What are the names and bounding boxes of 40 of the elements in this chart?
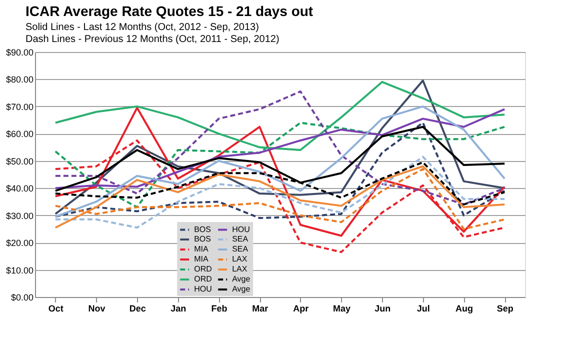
legend-label: MIA <box>194 244 209 254</box>
legend-label: ORD <box>194 274 212 284</box>
y-tick-label: $80.00 <box>6 74 34 85</box>
x-tick-label: Nov <box>88 304 106 314</box>
y-tick-label: $70.00 <box>6 102 34 112</box>
x-tick-label: Jul <box>416 304 430 314</box>
legend-label: Avge <box>232 274 251 284</box>
x-tick-label: Sep <box>496 304 514 314</box>
legend-label: SEA <box>232 234 249 244</box>
y-tick-label: $90.00 <box>6 48 34 58</box>
legend-label: Avge <box>232 284 251 294</box>
x-tick-label: Oct <box>48 304 64 314</box>
x-tick-label: Apr <box>293 304 310 314</box>
y-tick-label: $10.00 <box>6 265 34 276</box>
x-tick-label: Jun <box>374 304 391 314</box>
legend-label: HOU <box>232 224 250 234</box>
line-series <box>54 108 506 190</box>
chart-title: ICAR Average Rate Quotes 15 - 21 days out <box>25 3 314 19</box>
legend-label: HOU <box>194 284 212 294</box>
legend-label: SEA <box>232 244 249 254</box>
chart-subtitle: Solid Lines - Last 12 Months (Oct, 2012 - Sep, 2013) Dash Lines - Previous 12 Months (Oct, 2011 - Sep, 2012) <box>25 22 280 45</box>
x-tick-label: Dec <box>129 304 146 314</box>
x-tick-label: Feb <box>211 304 228 314</box>
y-tick-label: $30.00 <box>6 210 34 221</box>
legend-label: LAX <box>232 264 248 274</box>
line-series <box>54 80 506 151</box>
y-tick-label: $50.00 <box>6 156 34 166</box>
legend-label: BOS <box>194 224 212 234</box>
y-tick-label: $0.00 <box>10 292 34 302</box>
x-tick-label: Mar <box>252 304 269 314</box>
legend-label: MIA <box>194 254 209 264</box>
legend-label: BOS <box>194 234 212 244</box>
x-tick-label: Aug <box>456 304 473 314</box>
y-tick-label: $20.00 <box>6 238 34 248</box>
legend-label: ORD <box>194 264 212 274</box>
y-tick-label: $60.00 <box>6 129 34 140</box>
x-tick-label: Jan <box>170 304 186 314</box>
y-tick-label: $40.00 <box>6 184 34 194</box>
legend-label: LAX <box>232 254 248 264</box>
x-tick-label: May <box>332 304 351 314</box>
